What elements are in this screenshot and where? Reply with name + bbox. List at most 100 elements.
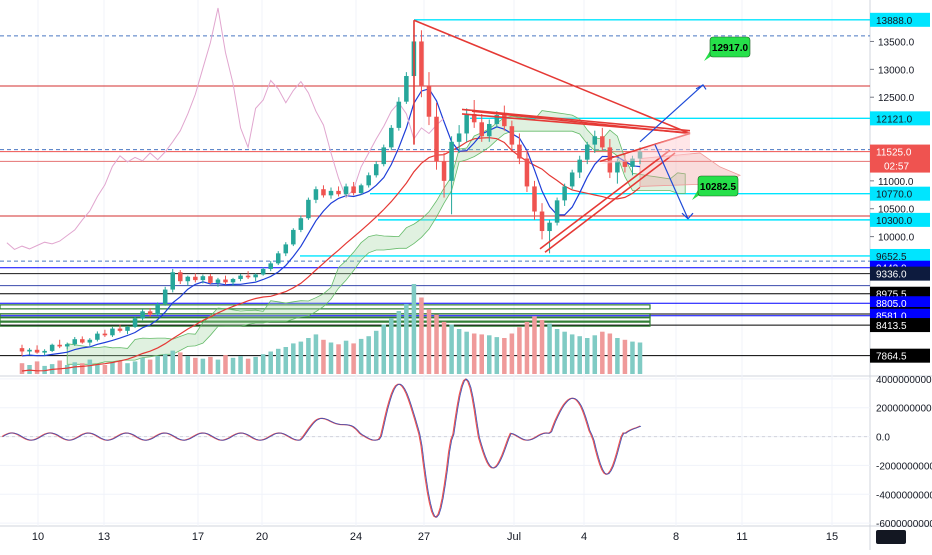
arrow-up-head: [695, 84, 707, 90]
volume-bar: [554, 329, 560, 374]
price-axis[interactable]: 13500.0 13000.0 12500.0 11000.0 10500.0 10000…: [870, 12, 932, 530]
candle: [577, 155, 582, 179]
candle: [110, 326, 115, 337]
price-label-box: [870, 111, 930, 126]
candle: [366, 172, 371, 188]
candle: [178, 270, 183, 284]
volume-bar: [562, 331, 567, 374]
trend-line: [461, 108, 691, 132]
price-label-box: [870, 186, 930, 201]
candle-body: [577, 159, 582, 173]
price-label-box: [870, 12, 930, 27]
candle-body: [185, 276, 191, 282]
volume-bar: [577, 336, 582, 374]
time-axis[interactable]: 10 13 17 20 24 27 Jul 4 8 11 15: [32, 530, 906, 544]
time-tick-label: 27: [418, 531, 430, 543]
candle: [49, 343, 55, 353]
volume-bar: [411, 284, 417, 374]
volume-bar: [373, 330, 379, 374]
volume-bar: [87, 359, 93, 374]
candle: [298, 215, 304, 233]
price-label: 10300.0: [870, 212, 930, 227]
candle: [592, 130, 598, 153]
candle-body: [155, 304, 160, 315]
candle-body: [140, 311, 145, 319]
volume-bar: [178, 352, 183, 374]
volume-bar: [125, 363, 130, 374]
price-label: 8413.5: [870, 318, 930, 333]
candle-body: [532, 186, 537, 212]
volume-bar: [479, 334, 484, 374]
candle-body: [562, 186, 567, 201]
time-tick-label: 11: [736, 531, 747, 543]
volume-bar: [592, 335, 598, 374]
candle-body: [584, 144, 590, 160]
volume-bar: [494, 337, 500, 374]
volume-bar: [200, 358, 206, 374]
volume-bar: [426, 309, 432, 374]
candle-body: [102, 333, 108, 336]
arrow-down-head: [681, 212, 694, 220]
volume-bar: [449, 324, 454, 374]
candle: [140, 309, 145, 321]
candle: [170, 268, 175, 293]
volume-bar: [155, 356, 160, 374]
volume-bar: [615, 338, 620, 374]
volume-bar: [291, 343, 296, 374]
volume-bar: [223, 355, 228, 374]
candle: [396, 97, 402, 131]
annotation-box: [709, 36, 751, 58]
volume-bar: [110, 362, 115, 374]
candle-body: [193, 276, 198, 281]
candle-body: [170, 272, 175, 290]
candle-body: [509, 126, 515, 145]
price-label-text: 9652.5: [876, 252, 907, 263]
candle-body: [215, 279, 221, 283]
candle: [64, 342, 70, 350]
volume-bar: [72, 362, 78, 374]
candle-body: [487, 123, 492, 137]
time-tick-label: 4: [581, 531, 587, 543]
price-label-box: [870, 266, 930, 281]
volume-bar: [607, 333, 613, 374]
volume-bar: [132, 361, 138, 374]
candle-body: [147, 311, 153, 315]
candle-body: [502, 115, 507, 127]
price-label: 9652.5: [870, 248, 930, 263]
volume-bar: [441, 321, 447, 374]
candle-body: [343, 186, 349, 195]
candle: [208, 273, 213, 284]
price-tick-label: 11000.0: [878, 177, 914, 188]
volume-bar: [434, 314, 439, 374]
volume-bar: [147, 359, 153, 374]
time-tick-label: 10: [32, 531, 44, 543]
volume-bar: [80, 363, 85, 374]
candle: [524, 150, 530, 192]
candle-body: [245, 275, 251, 278]
volume-bar: [19, 363, 25, 374]
candle-body: [366, 175, 371, 186]
candle: [19, 344, 25, 356]
candle-body: [223, 279, 228, 283]
candle-body: [238, 275, 243, 279]
volume-bar: [471, 333, 477, 374]
candle: [27, 348, 32, 355]
candle: [532, 180, 537, 220]
volume-bar: [162, 354, 168, 374]
volume-bar: [260, 354, 266, 374]
ma-red: [21, 137, 641, 372]
osc-tick-label: -6000000000.0: [876, 519, 932, 530]
candle-body: [404, 76, 409, 102]
price-tick-label: 13000.0: [878, 65, 915, 76]
candle: [87, 338, 93, 346]
price-tick-label: 12500.0: [878, 93, 915, 104]
candle-body: [253, 274, 258, 278]
candle: [230, 277, 236, 286]
price-label: 11525.0 02:57: [870, 144, 930, 173]
volume-bar: [456, 329, 462, 374]
candle-body: [283, 244, 289, 254]
trend-line: [544, 152, 676, 253]
candle-body: [517, 144, 522, 159]
countdown-text: 02:57: [884, 162, 909, 173]
